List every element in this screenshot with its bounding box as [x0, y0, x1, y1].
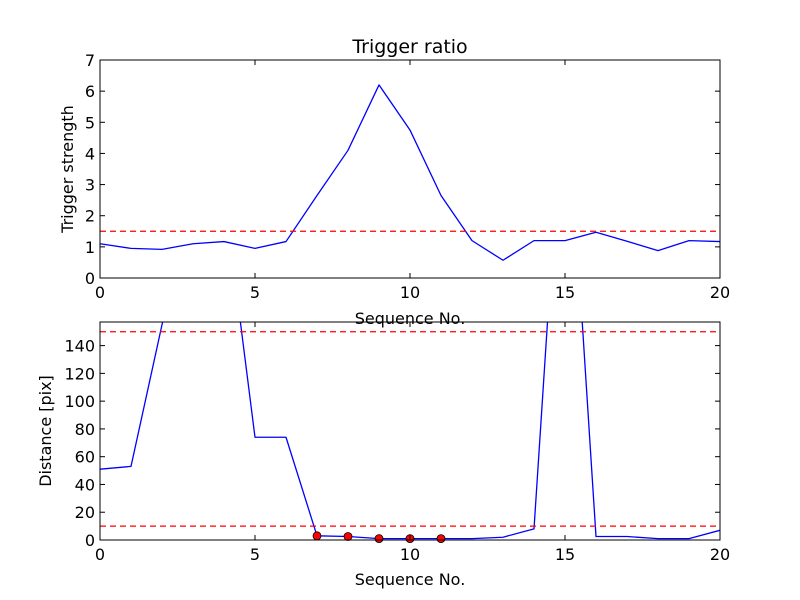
y-tick-label: 7: [85, 51, 95, 70]
trigger-ratio-chart: Trigger ratio Sequence No. Trigger stren…: [58, 36, 730, 328]
x-tick-label: 15: [555, 545, 575, 564]
y-tick-label: 140: [64, 337, 95, 356]
plot-area: [100, 84, 720, 261]
x-tick-label: 10: [400, 283, 420, 302]
y-tick-label: 6: [85, 82, 95, 101]
x-tick-label: 5: [250, 283, 260, 302]
y-tick-label: 2: [85, 207, 95, 226]
series-line-0: [100, 84, 720, 261]
x-tick-label: 20: [710, 545, 730, 564]
distance-chart: Sequence No. Distance [pix] 0 5 10 15 20 0 20 4…: [36, 321, 730, 589]
y-axis-label: Trigger strength: [58, 105, 77, 234]
x-tick-label: 20: [710, 283, 730, 302]
y-tick-label: 0: [85, 531, 95, 550]
y-tick-label: 0: [85, 269, 95, 288]
y-axis-label: Distance [pix]: [36, 375, 55, 487]
x-tick-label: 15: [555, 283, 575, 302]
x-tick-label: 0: [95, 283, 105, 302]
y-tick-label: 20: [75, 503, 95, 522]
x-tick-label: 10: [400, 545, 420, 564]
data-point: [436, 534, 446, 544]
data-point: [343, 532, 353, 541]
x-axis-label: Sequence No.: [355, 570, 466, 589]
y-tick-label: 100: [64, 392, 95, 411]
x-axis-label: Sequence No.: [355, 309, 466, 328]
y-tick-label: 1: [85, 238, 95, 257]
data-point: [312, 531, 322, 541]
y-tick-label: 4: [85, 144, 95, 163]
y-tick-label: 3: [85, 176, 95, 195]
x-tick-label: 0: [95, 545, 105, 564]
chart-title: Trigger ratio: [351, 36, 467, 58]
y-tick-label: 60: [75, 448, 95, 467]
y-tick-label: 80: [75, 420, 95, 439]
data-point: [374, 534, 384, 544]
y-tick-label: 5: [85, 113, 95, 132]
x-tick-label: 5: [250, 545, 260, 564]
y-tick-label: 40: [75, 475, 95, 494]
y-tick-label: 120: [64, 364, 95, 383]
